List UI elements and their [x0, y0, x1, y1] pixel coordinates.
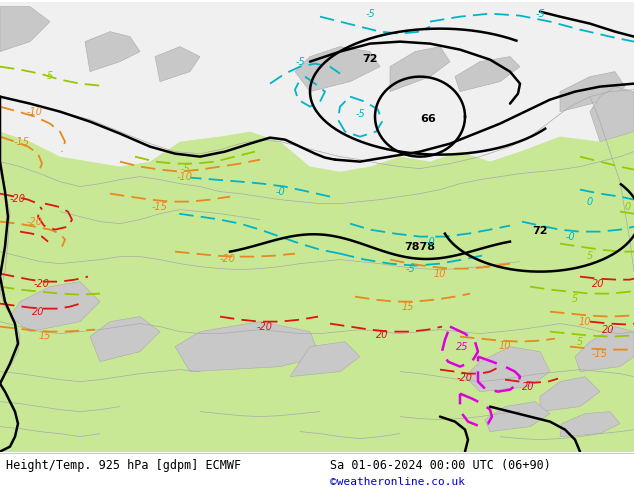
Text: 20: 20 [376, 330, 388, 340]
Polygon shape [0, 7, 50, 51]
Polygon shape [295, 47, 380, 92]
Text: -20: -20 [27, 217, 43, 226]
Text: 5: 5 [572, 294, 578, 304]
Text: -20: -20 [457, 372, 473, 383]
Text: 0: 0 [587, 196, 593, 207]
Polygon shape [90, 317, 160, 362]
Text: -20: -20 [10, 194, 26, 204]
Text: -5: -5 [180, 164, 190, 173]
Text: 10: 10 [434, 269, 446, 279]
Text: 5: 5 [587, 250, 593, 261]
Text: -5: -5 [535, 9, 545, 19]
Text: 72: 72 [362, 53, 378, 64]
Polygon shape [560, 72, 625, 112]
Text: 20: 20 [602, 324, 614, 335]
Text: -15: -15 [14, 137, 30, 147]
Text: 0: 0 [625, 201, 631, 212]
Text: ©weatheronline.co.uk: ©weatheronline.co.uk [330, 477, 465, 487]
Text: 5: 5 [47, 71, 53, 81]
Polygon shape [590, 87, 634, 142]
Text: -0: -0 [425, 237, 435, 246]
Text: -0: -0 [275, 187, 285, 196]
Text: -5: -5 [295, 57, 305, 67]
Text: 7878: 7878 [404, 242, 436, 252]
Text: -20: -20 [34, 279, 50, 289]
Text: -15: -15 [152, 201, 168, 212]
Text: 25: 25 [456, 342, 469, 352]
Text: -5: -5 [405, 264, 415, 273]
Polygon shape [390, 47, 450, 92]
Polygon shape [175, 321, 320, 371]
Text: 15: 15 [39, 331, 51, 341]
Polygon shape [485, 402, 550, 432]
Polygon shape [560, 412, 620, 437]
Text: 20: 20 [522, 382, 534, 392]
Text: 66: 66 [420, 114, 436, 123]
Polygon shape [540, 377, 600, 412]
Text: -10: -10 [27, 107, 43, 117]
Polygon shape [85, 32, 140, 72]
Text: -15: -15 [592, 348, 608, 359]
Text: -5: -5 [365, 9, 375, 19]
Text: -10: -10 [177, 172, 193, 182]
Text: -0: -0 [565, 232, 575, 242]
Polygon shape [465, 346, 550, 392]
Text: 5: 5 [577, 337, 583, 346]
Polygon shape [155, 47, 200, 82]
Polygon shape [10, 282, 100, 332]
Polygon shape [455, 57, 520, 92]
Text: -5: -5 [355, 109, 365, 119]
Text: 10: 10 [499, 341, 511, 351]
Text: 20: 20 [592, 279, 604, 289]
Text: 20: 20 [32, 307, 44, 317]
Text: 10: 10 [579, 317, 592, 327]
Text: -20: -20 [257, 321, 273, 332]
Polygon shape [290, 342, 360, 377]
Text: 15: 15 [402, 302, 414, 312]
Text: Height/Temp. 925 hPa [gdpm] ECMWF: Height/Temp. 925 hPa [gdpm] ECMWF [6, 459, 242, 471]
Text: 72: 72 [533, 225, 548, 236]
Text: -20: -20 [220, 254, 236, 264]
Polygon shape [0, 1, 634, 172]
Text: Sa 01-06-2024 00:00 UTC (06+90): Sa 01-06-2024 00:00 UTC (06+90) [330, 459, 550, 471]
Polygon shape [575, 327, 634, 371]
